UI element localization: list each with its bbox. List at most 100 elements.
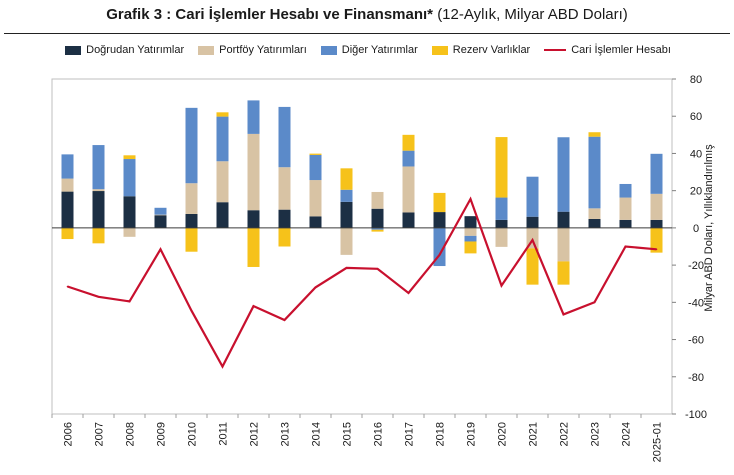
x-tick-label: 2024	[621, 422, 633, 446]
bar-segment	[495, 227, 508, 247]
chart-title: Grafik 3 : Cari İşlemler Hesabı ve Finan…	[0, 6, 734, 23]
bar-segment	[588, 132, 601, 137]
line-point	[221, 365, 224, 368]
bar-segment	[185, 107, 198, 184]
bar-segment	[402, 134, 415, 151]
bar-segment	[185, 213, 198, 228]
bar-segment	[61, 227, 74, 240]
bar-segment	[340, 201, 353, 228]
bar-segment	[557, 261, 570, 285]
y-tick-label: 60	[690, 111, 702, 123]
bar-segment	[371, 229, 384, 232]
bar-segment	[309, 216, 322, 228]
legend-swatch	[320, 45, 337, 55]
chart-title-sub: (12-Aylık, Milyar ABD Doları)	[437, 6, 628, 23]
x-tick-label: 2014	[311, 422, 323, 446]
bar-segment	[309, 153, 322, 155]
legend-item-reserve: Rezerv Varlıklar	[431, 44, 531, 56]
x-tick-label: 2019	[466, 422, 478, 446]
bar-segment	[216, 116, 229, 162]
bar-segment	[61, 178, 74, 192]
line-point	[314, 286, 317, 289]
line-point	[376, 268, 379, 270]
y-tick-label: -40	[688, 297, 704, 309]
legend-swatch	[65, 45, 82, 55]
line-point	[345, 267, 348, 269]
bar-segment	[588, 136, 601, 209]
bar-segment	[247, 133, 260, 211]
y-tick-label: 40	[690, 148, 702, 160]
x-tick-label: 2012	[249, 422, 261, 446]
bar-segment	[619, 183, 632, 198]
y-tick-label: -80	[688, 372, 704, 384]
bar-segment	[464, 216, 477, 228]
line-point	[469, 198, 472, 200]
legend-item-portfolio: Portföy Yatırımları	[198, 44, 307, 56]
line-point	[562, 313, 565, 316]
y-tick-label: -100	[685, 409, 707, 421]
legend-item-direct: Doğrudan Yatırımlar	[65, 44, 184, 56]
x-tick-label: 2016	[373, 422, 385, 446]
bar-segment	[526, 216, 539, 228]
bar-segment	[278, 209, 291, 228]
line-point	[531, 239, 534, 241]
x-tick-label: 2006	[63, 422, 75, 446]
x-tick-label: 2013	[280, 422, 292, 446]
bar-segment	[650, 193, 663, 220]
bar-segment	[61, 154, 74, 179]
bar-segment	[247, 227, 260, 267]
bar-segment	[526, 248, 539, 285]
bar-segment	[433, 212, 446, 228]
legend-label: Cari İşlemler Hesabı	[571, 44, 671, 56]
bar-segment	[619, 197, 632, 220]
plot-frame	[51, 78, 673, 415]
bar-segment	[123, 159, 136, 197]
line-point	[655, 248, 658, 251]
bar-segment	[340, 227, 353, 255]
line-point	[624, 245, 627, 248]
line-point	[66, 285, 69, 288]
title-underline	[4, 33, 730, 34]
bar-segment	[464, 235, 477, 242]
x-tick-label: 2023	[590, 422, 602, 446]
line-point	[190, 309, 193, 312]
bar-segment	[92, 191, 105, 228]
bar-segment	[123, 227, 136, 237]
y-tick-label: -20	[688, 260, 704, 272]
bar-segment	[340, 189, 353, 202]
chart-title-main: Grafik 3 : Cari İşlemler Hesabı ve Finan…	[106, 6, 434, 23]
bar-segment	[495, 219, 508, 228]
bar-segment	[154, 215, 167, 228]
bar-segment	[92, 145, 105, 190]
legend-label: Portföy Yatırımları	[219, 44, 307, 56]
bar-segment	[61, 191, 74, 228]
legend-label: Rezerv Varlıklar	[452, 44, 531, 56]
y-tick-label: 0	[693, 223, 699, 235]
bar-segment	[464, 227, 477, 236]
bar-segment	[402, 166, 415, 213]
bar-segment	[92, 227, 105, 244]
line-point	[593, 301, 596, 304]
x-tick-label: 2007	[94, 422, 106, 446]
bar-segment	[588, 218, 601, 228]
bar-segment	[650, 219, 663, 228]
x-tick-label: 2010	[187, 422, 199, 446]
line-point	[128, 300, 131, 303]
bar-segment	[92, 189, 105, 192]
x-tick-label: 2020	[497, 422, 509, 446]
line-point	[438, 254, 441, 256]
bar-segment	[154, 207, 167, 215]
bar-segment	[588, 208, 601, 219]
bar-segment	[464, 241, 477, 254]
bar-segment	[278, 227, 291, 247]
bar-segment	[123, 155, 136, 160]
bar-segment	[216, 202, 229, 228]
bar-segment	[123, 196, 136, 228]
bar-segment	[557, 227, 570, 262]
y-tick-label: 20	[690, 186, 702, 198]
y-tick-label: 80	[690, 74, 702, 86]
bar-segment	[402, 212, 415, 228]
bar-segment	[433, 192, 446, 213]
legend-item-other: Diğer Yatırımlar	[320, 44, 418, 56]
